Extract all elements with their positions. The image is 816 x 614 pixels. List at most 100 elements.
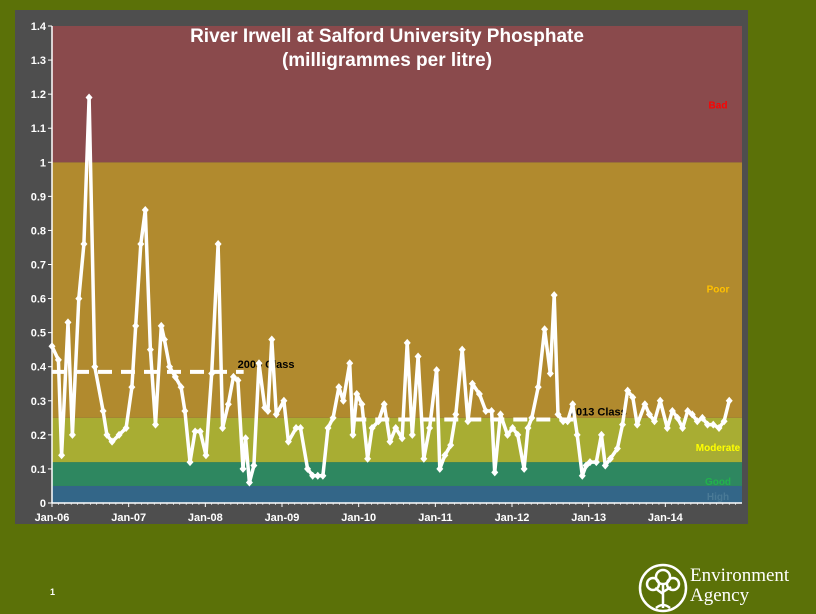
y-tick-label: 1.2 <box>31 89 46 101</box>
data-point <box>541 325 549 334</box>
data-point <box>152 420 159 429</box>
data-point <box>613 444 621 453</box>
data-point <box>520 464 528 473</box>
data-point <box>514 430 522 439</box>
data-point <box>534 383 542 392</box>
data-point <box>698 413 706 422</box>
x-tick-label: Jan-14 <box>648 512 684 524</box>
data-point <box>564 417 572 426</box>
data-point <box>650 417 658 426</box>
data-point <box>528 413 536 422</box>
classification-bands <box>52 26 742 503</box>
data-point <box>186 458 194 467</box>
data-point <box>633 420 641 429</box>
data-point <box>234 376 242 385</box>
class-line-label: 2009 Class <box>238 359 295 371</box>
data-point <box>103 430 111 439</box>
data-point <box>208 369 216 378</box>
data-point <box>304 464 312 473</box>
data-point <box>239 464 247 473</box>
data-point <box>181 407 189 416</box>
data-point <box>137 240 145 249</box>
band-good <box>52 462 742 486</box>
data-point <box>284 437 292 446</box>
y-tick-label: 1.1 <box>31 123 46 135</box>
data-point <box>624 386 632 395</box>
data-point <box>166 362 174 371</box>
data-point <box>386 437 394 446</box>
logo-wordmark: Environment Agency <box>690 566 789 606</box>
data-point <box>224 400 232 409</box>
data-point <box>146 345 154 354</box>
band-labels: High Good Moderate Poor Bad <box>696 100 741 503</box>
y-tick-label: 0.8 <box>31 225 46 237</box>
y-tick-label: 0.6 <box>31 294 46 306</box>
x-tick-label: Jan-08 <box>188 512 223 524</box>
data-point <box>353 389 361 398</box>
data-point <box>329 413 337 422</box>
logo-line-2: Agency <box>690 585 750 606</box>
data-point <box>292 424 300 433</box>
environment-agency-logo: Environment Agency <box>636 560 811 614</box>
y-tick-label: 1.4 <box>31 21 47 33</box>
data-point <box>482 407 490 416</box>
data-point <box>132 321 140 330</box>
data-point <box>645 410 653 419</box>
data-point <box>586 458 594 467</box>
chart-title: River Irwell at Salford University Phosp… <box>190 26 584 47</box>
data-point <box>242 434 250 443</box>
x-tick-label: Jan-13 <box>571 512 606 524</box>
data-point <box>141 205 149 214</box>
data-point <box>268 335 276 344</box>
band-label-high: High <box>707 492 729 503</box>
data-point <box>578 471 586 480</box>
data-point <box>99 407 107 416</box>
data-point <box>436 464 444 473</box>
data-point <box>191 427 199 436</box>
chart-subtitle: (milligrammes per litre) <box>282 50 492 71</box>
data-point <box>720 417 728 426</box>
data-point <box>122 424 130 433</box>
data-point <box>679 424 687 433</box>
data-point <box>709 420 717 429</box>
data-point <box>280 396 288 405</box>
x-tick-label: Jan-12 <box>495 512 530 524</box>
data-point <box>48 342 56 351</box>
data-point <box>704 420 711 429</box>
data-point <box>177 383 185 392</box>
y-tick-label: 0.4 <box>31 362 47 374</box>
data-point <box>433 366 441 375</box>
band-label-poor: Poor <box>707 284 730 295</box>
data-point <box>414 352 422 361</box>
data-point <box>592 458 600 467</box>
band-high <box>52 485 742 503</box>
data-point <box>219 424 227 433</box>
data-point <box>297 424 305 433</box>
x-tick-label: Jan-10 <box>341 512 376 524</box>
data-point <box>491 468 499 477</box>
data-point <box>358 400 366 409</box>
data-point <box>447 441 455 450</box>
data-point <box>309 471 317 480</box>
y-tick-label: 0 <box>40 498 46 510</box>
y-tick-label: 1 <box>40 157 46 169</box>
data-point <box>426 424 434 433</box>
data-point <box>656 396 664 405</box>
data-point <box>128 383 136 392</box>
data-point <box>339 396 347 405</box>
data-point <box>559 417 567 426</box>
data-point <box>725 396 733 405</box>
y-tick-label: 0.9 <box>31 191 46 203</box>
data-point <box>458 345 466 354</box>
data-point <box>324 424 332 433</box>
data-point <box>504 430 512 439</box>
y-tick-label: 0.5 <box>31 328 46 340</box>
data-point <box>160 335 168 344</box>
data-point <box>668 407 676 416</box>
data-point <box>550 291 558 300</box>
logo-line-1: Environment <box>690 565 790 586</box>
data-point <box>597 430 605 439</box>
data-point <box>157 321 165 330</box>
data-point <box>629 393 637 402</box>
